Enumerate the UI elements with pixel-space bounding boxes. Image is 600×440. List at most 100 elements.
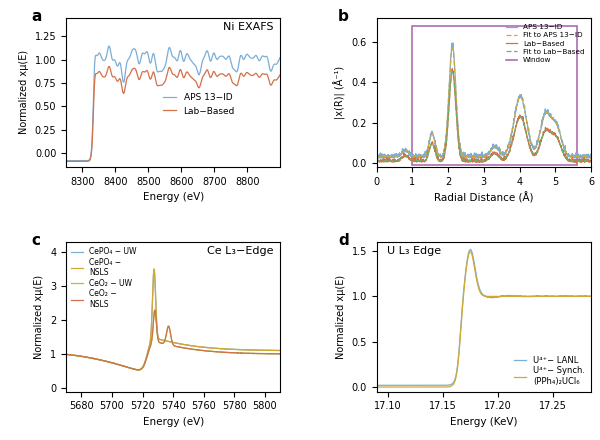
CeO₂ − UW [277,351,284,356]
Fit to APS 13−ID [449,45,456,51]
APS 13−ID [466,154,473,159]
Fit to Lab−Based [445,105,452,110]
U⁴⁺− LANL [373,383,380,388]
Line: CeO₂ − UW: CeO₂ − UW [66,310,280,370]
Line: Fit to Lab−Based: Fit to Lab−Based [377,72,591,162]
U⁴⁺− Synch.
(PPh₄)₂UCl₆ [544,294,551,299]
APS 13−ID [73,158,80,163]
APS 13−ID [161,65,168,70]
Legend: CePO₄ − UW, CePO₄ −
NSLS, CeO₂ − UW, CeO₂ −
NSLS: CePO₄ − UW, CePO₄ − NSLS, CeO₂ − UW, CeO… [70,246,138,310]
U⁴⁺− LANL [395,383,402,388]
Lab−Based [271,77,278,83]
U⁴⁺− LANL [467,247,474,252]
Text: U L₃ Edge: U L₃ Edge [388,246,442,257]
Legend: U⁴⁺− LANL, U⁴⁺− Synch.
(PPh₄)₂UCl₆: U⁴⁺− LANL, U⁴⁺− Synch. (PPh₄)₂UCl₆ [512,354,587,388]
Lab−Based [490,149,497,154]
CePO₄ − UW [91,356,98,361]
CePO₄ −
NSLS [91,356,98,361]
Fit to Lab−Based [401,153,409,158]
CeO₂ − UW [175,345,182,350]
Text: a: a [32,9,42,24]
CePO₄ − UW [155,337,163,342]
Lab−Based [106,64,113,69]
CePO₄ −
NSLS [180,342,187,347]
CePO₄ −
NSLS [155,337,163,342]
Fit to APS 13−ID [409,153,416,158]
CeO₂ − UW [151,308,158,313]
Line: APS 13−ID: APS 13−ID [377,43,591,158]
U⁴⁺− LANL [541,293,548,299]
Line: U⁴⁺− LANL: U⁴⁺− LANL [377,249,591,385]
CePO₄ −
NSLS [277,348,284,353]
Lab−Based [486,154,493,159]
Fit to Lab−Based [486,155,493,160]
CeO₂ −
NSLS [151,308,158,313]
Fit to APS 13−ID [445,89,452,94]
CeO₂ −
NSLS [175,345,182,350]
CePO₄ −
NSLS [175,341,182,346]
Line: Lab−Based: Lab−Based [66,66,280,161]
CePO₄ − UW [134,367,142,372]
Lab−Based [449,66,456,71]
CeO₂ −
NSLS [180,345,187,351]
APS 13−ID [409,153,416,158]
Lab−Based [466,157,473,162]
U⁴⁺− Synch.
(PPh₄)₂UCl₆ [460,294,467,299]
U⁴⁺− Synch.
(PPh₄)₂UCl₆ [468,250,475,256]
U⁴⁺− Synch.
(PPh₄)₂UCl₆ [373,385,380,390]
U⁴⁺− LANL [587,293,595,299]
APS 13−ID [486,150,493,155]
Y-axis label: Normalized xμ(E): Normalized xμ(E) [34,275,44,359]
CePO₄ − UW [151,267,158,272]
Text: d: d [338,233,349,248]
Lab−Based [73,159,80,164]
Y-axis label: Normalized xμ(E): Normalized xμ(E) [336,275,346,359]
Line: APS 13−ID: APS 13−ID [66,46,280,161]
Lab−Based [271,77,278,83]
CePO₄ −
NSLS [62,352,70,357]
APS 13−ID [106,44,113,49]
U⁴⁺− Synch.
(PPh₄)₂UCl₆ [395,385,402,390]
Line: Fit to APS 13−ID: Fit to APS 13−ID [377,48,591,160]
CePO₄ −
NSLS [134,367,142,372]
APS 13−ID [401,149,409,154]
U⁴⁺− Synch.
(PPh₄)₂UCl₆ [587,294,595,299]
Lab−Based [445,104,452,109]
Fit to Lab−Based [373,159,380,164]
Lab−Based [577,160,584,165]
Lab−Based [409,157,416,162]
Fit to APS 13−ID [486,150,493,155]
Line: Lab−Based: Lab−Based [377,69,591,162]
CeO₂ − UW [180,345,187,351]
Fit to Lab−Based [490,150,497,156]
CePO₄ −
NSLS [135,367,142,373]
Fit to APS 13−ID [490,144,497,150]
CePO₄ −
NSLS [98,358,106,363]
U⁴⁺− LANL [520,293,527,299]
CePO₄ −
NSLS [151,267,158,272]
CeO₂ − UW [155,340,163,345]
APS 13−ID [167,46,174,51]
Fit to Lab−Based [587,160,595,165]
Bar [412,26,577,165]
APS 13−ID [449,40,456,46]
Lab−Based [587,159,595,165]
Y-axis label: Normalized xμ(E): Normalized xμ(E) [19,50,29,135]
Lab−Based [277,72,284,77]
U⁴⁺− Synch.
(PPh₄)₂UCl₆ [467,249,474,254]
CePO₄ − UW [135,367,142,372]
CeO₂ −
NSLS [155,340,163,345]
APS 13−ID [445,87,452,92]
Text: Ni EXAFS: Ni EXAFS [223,22,274,32]
Text: c: c [32,233,41,248]
Lab−Based [401,153,409,158]
Fit to APS 13−ID [466,154,473,159]
APS 13−ID [271,62,278,67]
U⁴⁺− LANL [544,293,551,299]
Line: CeO₂ −
NSLS: CeO₂ − NSLS [66,310,280,370]
APS 13−ID [62,158,70,163]
CeO₂ − UW [62,352,70,357]
APS 13−ID [277,55,284,60]
Lab−Based [231,82,238,87]
Fit to APS 13−ID [401,148,409,153]
